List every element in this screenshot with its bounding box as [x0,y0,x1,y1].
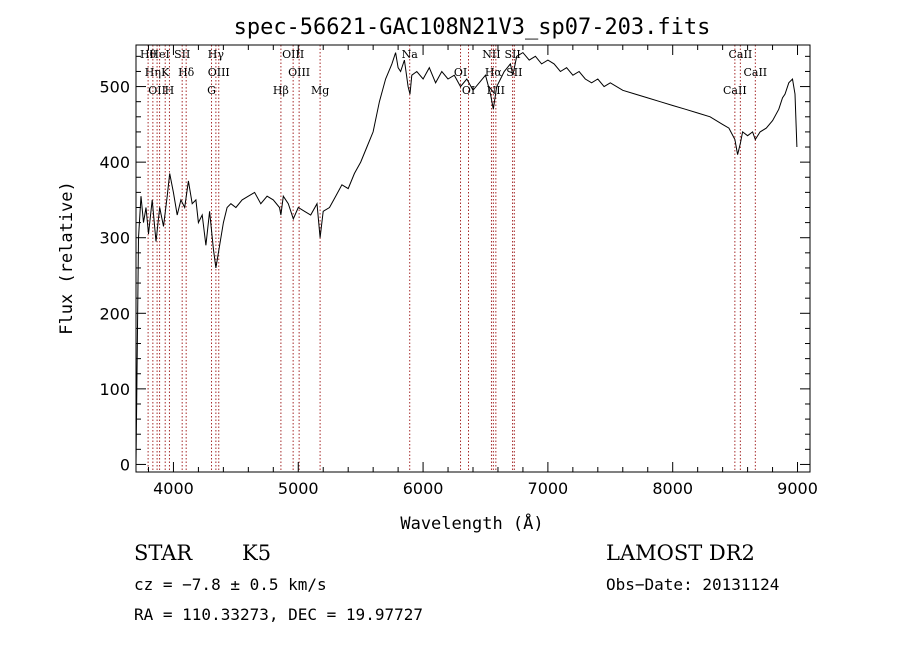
line-marker-label: OIII [208,66,230,79]
line-marker-label: CaII [729,48,753,61]
line-marker-label: Hδ [178,66,195,79]
x-tick-label: 6000 [403,479,444,498]
line-marker-label: OIII [282,48,304,61]
line-marker-label: OII [148,84,166,97]
y-axis-ticks: 0 100 200 300 400 500 [99,55,810,474]
plot-frame [135,44,811,473]
spectrum-line [135,51,798,465]
y-tick-label: 0 [120,455,130,474]
spectral-line-markers [147,45,756,472]
x-tick-label: 8000 [652,479,693,498]
line-marker-label: SII [506,66,522,79]
line-marker-label: HeI [149,48,169,61]
line-marker-label: K [161,66,170,79]
subclass: K5 [242,541,271,565]
y-tick-label: 200 [99,304,130,323]
line-marker-label: SII [174,48,190,61]
x-tick-label: 9000 [777,479,818,498]
line-marker-label: CaII [723,84,747,97]
line-marker-label: G [207,84,216,97]
obs-date: Obs−Date: 20131124 [606,575,779,594]
y-tick-label: 100 [99,380,130,399]
line-marker-label: Hγ [208,48,225,61]
line-marker-label: Hα [485,66,503,79]
line-marker-label: SII [504,48,520,61]
line-marker-label: Na [402,48,419,61]
survey-label: LAMOST DR2 [606,541,755,565]
line-marker-label: NII [482,48,500,61]
object-class: STAR [134,541,193,565]
line-marker-label: Mg [311,84,329,97]
y-tick-label: 400 [99,153,130,172]
line-marker-label: H [165,84,175,97]
x-axis-label: Wavelength (Å) [400,512,543,534]
line-marker-label: Hβ [273,84,289,97]
x-tick-label: 4000 [153,479,194,498]
y-tick-label: 300 [99,229,130,248]
line-marker-label: OI [454,66,467,79]
x-axis-ticks: 4000 5000 6000 7000 8000 9000 [147,45,818,498]
coordinates: RA = 110.33273, DEC = 19.97727 [134,605,423,624]
line-marker-label: CaII [743,66,767,79]
chart-title: spec-56621-GAC108N21V3_sp07-203.fits [234,15,711,40]
x-tick-label: 5000 [278,479,319,498]
y-tick-label: 500 [99,78,130,97]
y-axis-label: Flux (relative) [57,181,77,335]
redshift-text: cz = −7.8 ± 0.5 km/s [134,575,327,594]
x-tick-label: 7000 [528,479,569,498]
line-marker-label: Hη [145,66,161,79]
spectral-line-labels: HθHηOIIHeIKHSIIHδGHγOIIIHβOIIIOIIIMgNaOI… [140,48,767,97]
line-marker-label: OIII [288,66,310,79]
line-marker-label: Hθ [140,48,157,61]
